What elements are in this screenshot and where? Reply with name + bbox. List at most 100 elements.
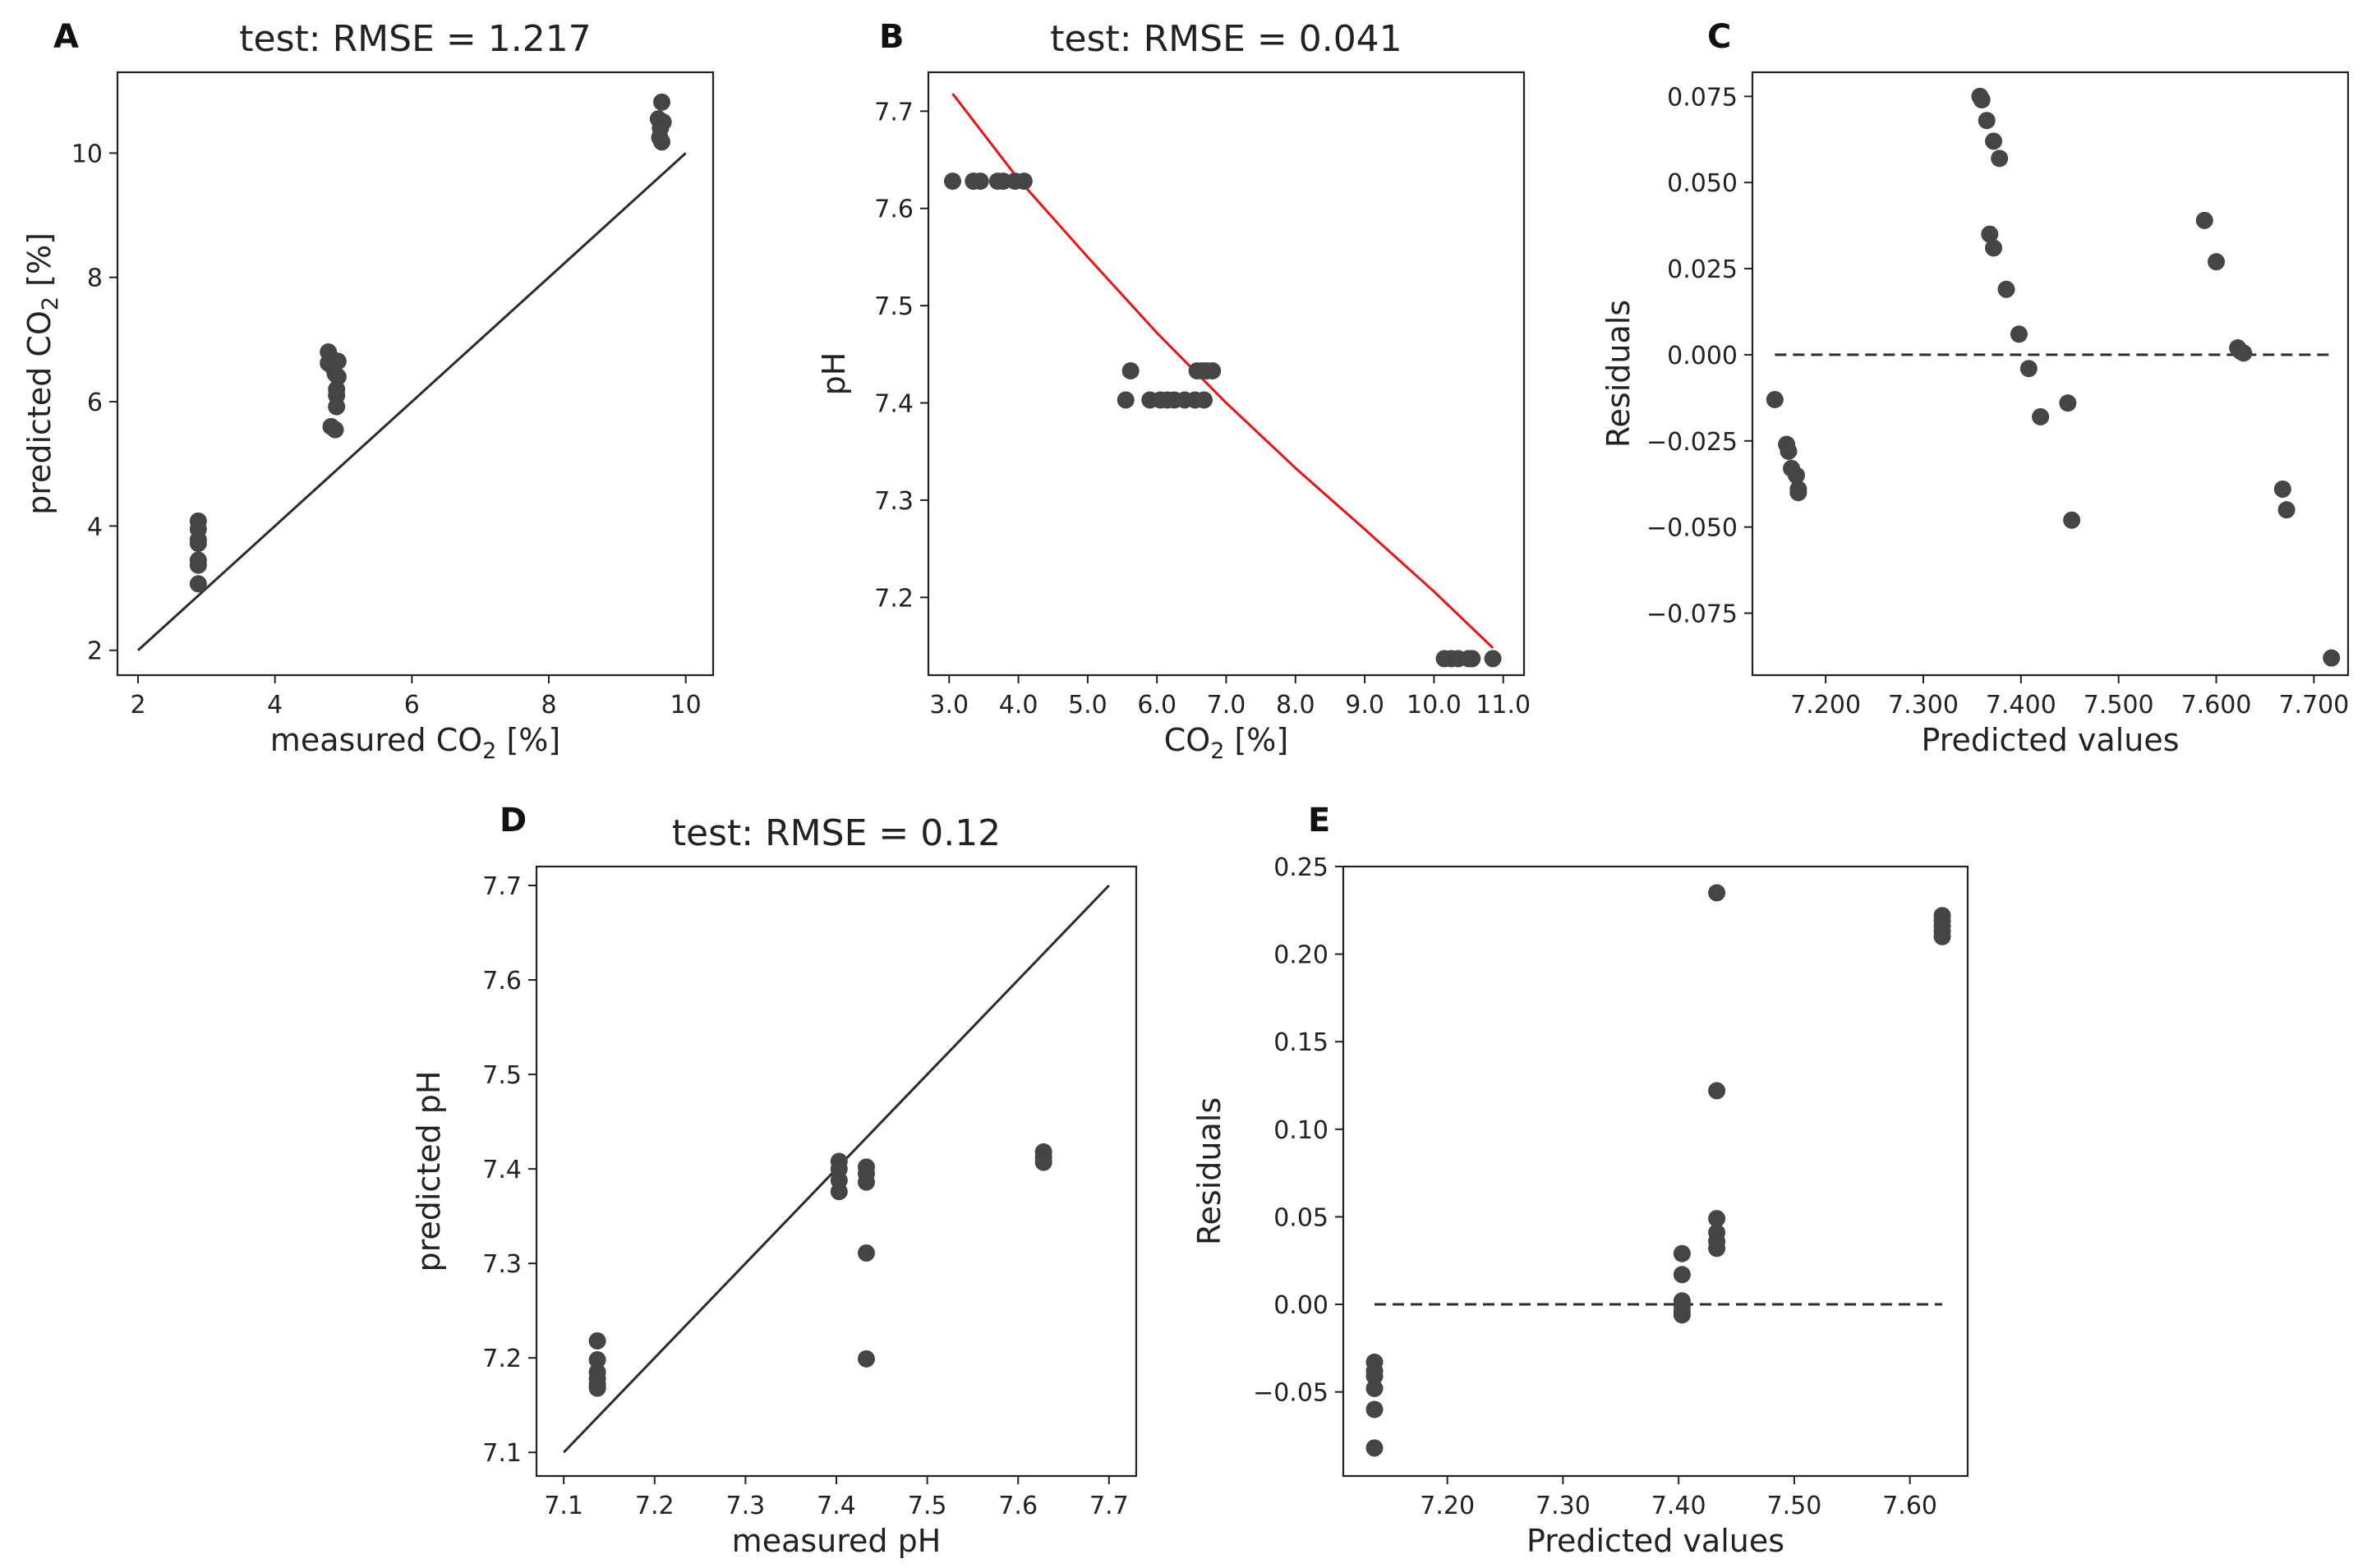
data-point-c-18 (2059, 394, 2077, 412)
y-tick-label-d-1: 7.2 (482, 1345, 522, 1373)
data-point-d-0 (588, 1331, 606, 1350)
y-tick-label-a-2: 6 (87, 389, 103, 417)
data-point-a-5 (189, 556, 207, 574)
x-tick-label-c-2: 7.400 (1986, 691, 2056, 720)
data-point-c-11 (1991, 149, 2009, 168)
chart-title-d: test: RMSE = 0.12 (672, 812, 1001, 854)
y-tick-label-a-0: 2 (87, 637, 103, 666)
x-axis-label-b-suffix: [%] (1224, 722, 1288, 758)
data-point-a-3 (189, 535, 207, 553)
data-point-c-2 (1780, 442, 1798, 460)
data-point-e-22 (1933, 927, 1951, 945)
x-tick-label-e-0: 7.20 (1420, 1492, 1475, 1520)
x-tick-label-c-1: 7.300 (1888, 691, 1959, 720)
chart-title-a: test: RMSE = 1.217 (239, 18, 591, 60)
identity-line-a (136, 152, 687, 651)
x-tick-label-d-6: 7.7 (1089, 1492, 1129, 1520)
data-point-b-7 (1117, 391, 1135, 409)
y-axis-label-d: predicted pH (411, 1070, 447, 1271)
data-point-b-0 (944, 172, 962, 191)
data-point-b-6 (1015, 172, 1033, 191)
x-tick-label-b-7: 10.0 (1407, 691, 1462, 720)
data-point-a-16 (328, 398, 346, 416)
y-tick-label-e-3: 0.10 (1273, 1116, 1328, 1145)
x-axis-label-b-subscript: 2 (1210, 738, 1224, 764)
x-tick-label-b-2: 5.0 (1068, 691, 1107, 720)
y-tick-label-c-4: 0.025 (1667, 255, 1738, 284)
x-axis-label-e-text: Predicted values (1526, 1523, 1784, 1559)
data-point-c-25 (2273, 481, 2291, 499)
data-point-c-16 (2019, 360, 2038, 378)
x-tick-label-b-0: 3.0 (929, 691, 969, 720)
y-axis-label-a-subscript: 2 (38, 297, 63, 310)
data-point-c-10 (1985, 132, 2003, 150)
data-point-e-12 (1708, 884, 1726, 902)
x-axis-label-d-text: measured pH (732, 1523, 942, 1559)
y-tick-label-e-5: 0.20 (1273, 941, 1328, 970)
data-point-c-0 (1766, 390, 1784, 408)
data-point-d-9 (830, 1183, 848, 1201)
data-point-a-6 (189, 575, 207, 593)
y-tick-label-e-2: 0.05 (1273, 1203, 1328, 1232)
y-axis-label-b: pH (816, 352, 852, 396)
plot-frame-b (927, 71, 1526, 677)
y-axis-label-c: Residuals (1600, 300, 1637, 448)
data-point-e-7 (1673, 1266, 1691, 1284)
x-axis-label-a-text: measured CO (270, 722, 482, 758)
data-point-c-17 (2032, 407, 2050, 425)
data-point-e-13 (1708, 1082, 1726, 1100)
data-point-c-20 (2195, 211, 2213, 229)
y-tick-label-d-3: 7.4 (482, 1156, 522, 1184)
fit-curve-b (951, 93, 1494, 649)
x-axis-label-b: CO2 [%] (1164, 722, 1288, 764)
data-point-d-14 (858, 1350, 875, 1368)
x-axis-label-c: Predicted values (1921, 722, 2179, 758)
panel-letter-e: E (1308, 802, 1330, 839)
y-axis-label-c-text: Residuals (1600, 300, 1637, 448)
y-tick-label-c-6: 0.075 (1667, 83, 1738, 112)
panel-e: E 7.20 7.30 7.40 7.50 7.60 −0.05 0.00 0.05 0.10 0.… (1191, 802, 1969, 1559)
y-tick-label-b-4: 7.6 (874, 195, 914, 224)
data-point-a-12 (329, 352, 347, 370)
x-tick-label-e-1: 7.30 (1536, 1492, 1591, 1520)
y-tick-label-c-2: −0.025 (1646, 428, 1738, 457)
x-tick-label-b-8: 11.0 (1476, 691, 1531, 720)
panel-c: C 7.200 7.300 7.400 7.500 7.600 7.700 −0.075 −0.… (1600, 18, 2349, 758)
data-point-e-17 (1708, 1239, 1726, 1258)
y-tick-label-c-5: 0.050 (1667, 169, 1738, 198)
x-axis-label-b-text: CO (1164, 722, 1210, 758)
y-tick-label-e-6: 0.25 (1273, 853, 1328, 882)
x-tick-label-b-4: 7.0 (1207, 691, 1246, 720)
panel-letter-a: A (53, 18, 79, 56)
data-point-c-24 (2235, 344, 2253, 362)
data-point-b-17 (1195, 391, 1213, 409)
x-tick-label-b-6: 9.0 (1345, 691, 1384, 720)
y-axis-label-a-text: predicted CO (21, 310, 58, 515)
data-point-c-26 (2277, 501, 2295, 519)
data-point-c-27 (2323, 649, 2341, 667)
data-point-e-5 (1365, 1439, 1384, 1457)
x-tick-label-d-0: 7.1 (544, 1492, 583, 1520)
y-tick-label-c-3: 0.000 (1667, 342, 1738, 370)
data-point-c-14 (1997, 280, 2015, 298)
data-point-e-6 (1673, 1244, 1691, 1262)
data-point-a-24 (653, 133, 670, 151)
y-tick-label-e-1: 0.00 (1273, 1291, 1328, 1320)
data-point-c-21 (2208, 253, 2226, 271)
y-tick-label-a-1: 4 (87, 513, 103, 541)
x-tick-label-b-1: 4.0 (999, 691, 1038, 720)
data-point-a-19 (653, 93, 670, 111)
y-tick-label-a-4: 10 (71, 140, 103, 168)
y-axis-label-d-text: predicted pH (411, 1070, 447, 1271)
data-point-b-8 (1121, 361, 1140, 379)
x-tick-label-c-0: 7.200 (1790, 691, 1861, 720)
y-axis-label-e: Residuals (1191, 1097, 1227, 1245)
y-tick-label-e-4: 0.15 (1273, 1028, 1328, 1057)
data-point-d-12 (858, 1173, 875, 1191)
y-tick-label-e-0: −0.05 (1253, 1379, 1328, 1408)
x-axis-label-d: measured pH (732, 1523, 942, 1559)
x-tick-label-e-3: 7.50 (1766, 1492, 1821, 1520)
